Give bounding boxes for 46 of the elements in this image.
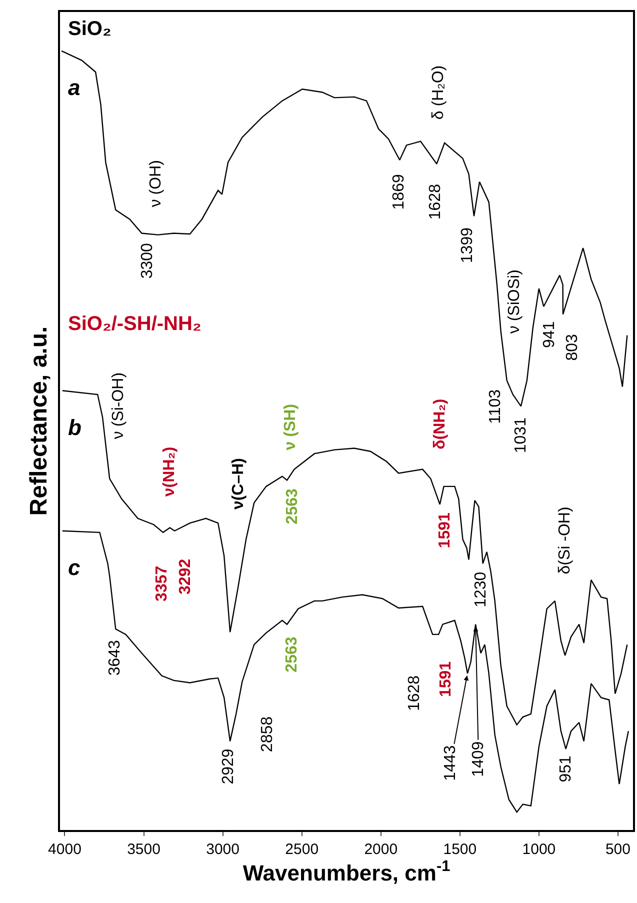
annotation: 1443 xyxy=(442,745,460,781)
text: SiO₂ xyxy=(68,18,112,40)
annotation: ν (OH) xyxy=(148,160,165,208)
x-tick-label: 3500 xyxy=(127,841,160,858)
annotation: 941 xyxy=(540,321,558,348)
x-tick-label: 1500 xyxy=(443,841,477,858)
annotation: 1409 xyxy=(470,741,488,777)
annotation: δ(NH₂) xyxy=(432,398,449,450)
series-label: a xyxy=(68,75,80,100)
annotation: 1103 xyxy=(486,389,504,424)
series-label: c xyxy=(68,555,80,580)
annotation: 3300 xyxy=(139,242,156,279)
annotation: 803 xyxy=(564,334,582,361)
annotation: ν(C–H) xyxy=(230,458,247,510)
annotation: ν (Si-OH) xyxy=(110,372,127,440)
annotation: ν (SH) xyxy=(282,404,299,450)
annotation: 2929 xyxy=(220,748,237,784)
annotation: 2858 xyxy=(259,716,276,752)
annotation: 2563 xyxy=(284,636,301,672)
annotation: 1869 xyxy=(390,174,408,210)
annotation: ν (SiOSi) xyxy=(506,270,524,334)
annotation: 1399 xyxy=(458,227,476,264)
annotation: 1628 xyxy=(406,675,424,712)
x-tick-label: 3000 xyxy=(206,841,240,858)
annotation: 3643 xyxy=(106,640,124,676)
series-label: b xyxy=(68,415,82,440)
y-axis-title: Reflectance, a.u. xyxy=(26,326,53,516)
x-tick-label: 2500 xyxy=(285,841,319,858)
annotation: 1031 xyxy=(512,417,530,454)
annotation: 1591 xyxy=(436,512,454,548)
annotation: 1591 xyxy=(437,661,454,698)
annotation: 3292 xyxy=(176,558,194,594)
annotation: 2563 xyxy=(284,488,301,524)
annotation: 1628 xyxy=(426,184,444,220)
x-tick-label: 2000 xyxy=(364,841,398,858)
annotation: δ(Si -OH) xyxy=(556,506,574,574)
annotation: ν(NH₂) xyxy=(161,446,178,497)
annotation: 3357 xyxy=(154,566,171,602)
x-tick-label: 4000 xyxy=(48,841,82,858)
annotation: SiO₂/-SH/-NH₂ xyxy=(68,313,202,335)
x-axis-title: Wavenumbers, cm$^{-1}$ xyxy=(242,858,451,886)
annotation: 1230 xyxy=(472,572,490,608)
x-tick-label: 1000 xyxy=(522,841,556,858)
annotation: 951 xyxy=(557,756,574,782)
annotation: δ (H₂O) xyxy=(430,65,447,120)
x-tick-label: 500 xyxy=(605,841,630,858)
